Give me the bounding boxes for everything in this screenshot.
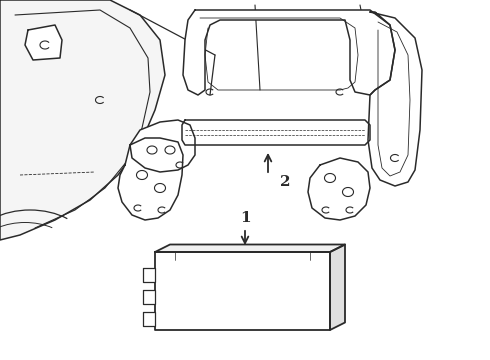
Polygon shape [155, 252, 330, 330]
Polygon shape [143, 290, 155, 304]
Polygon shape [368, 12, 422, 186]
Polygon shape [118, 138, 183, 220]
Polygon shape [182, 120, 370, 145]
Polygon shape [155, 244, 345, 252]
Polygon shape [330, 244, 345, 330]
Polygon shape [0, 0, 165, 240]
Text: 1: 1 [240, 211, 250, 225]
Polygon shape [143, 268, 155, 282]
Polygon shape [308, 158, 370, 220]
Polygon shape [25, 25, 62, 60]
Polygon shape [130, 120, 195, 172]
Polygon shape [143, 312, 155, 326]
Text: 2: 2 [280, 175, 290, 189]
Polygon shape [183, 10, 395, 95]
